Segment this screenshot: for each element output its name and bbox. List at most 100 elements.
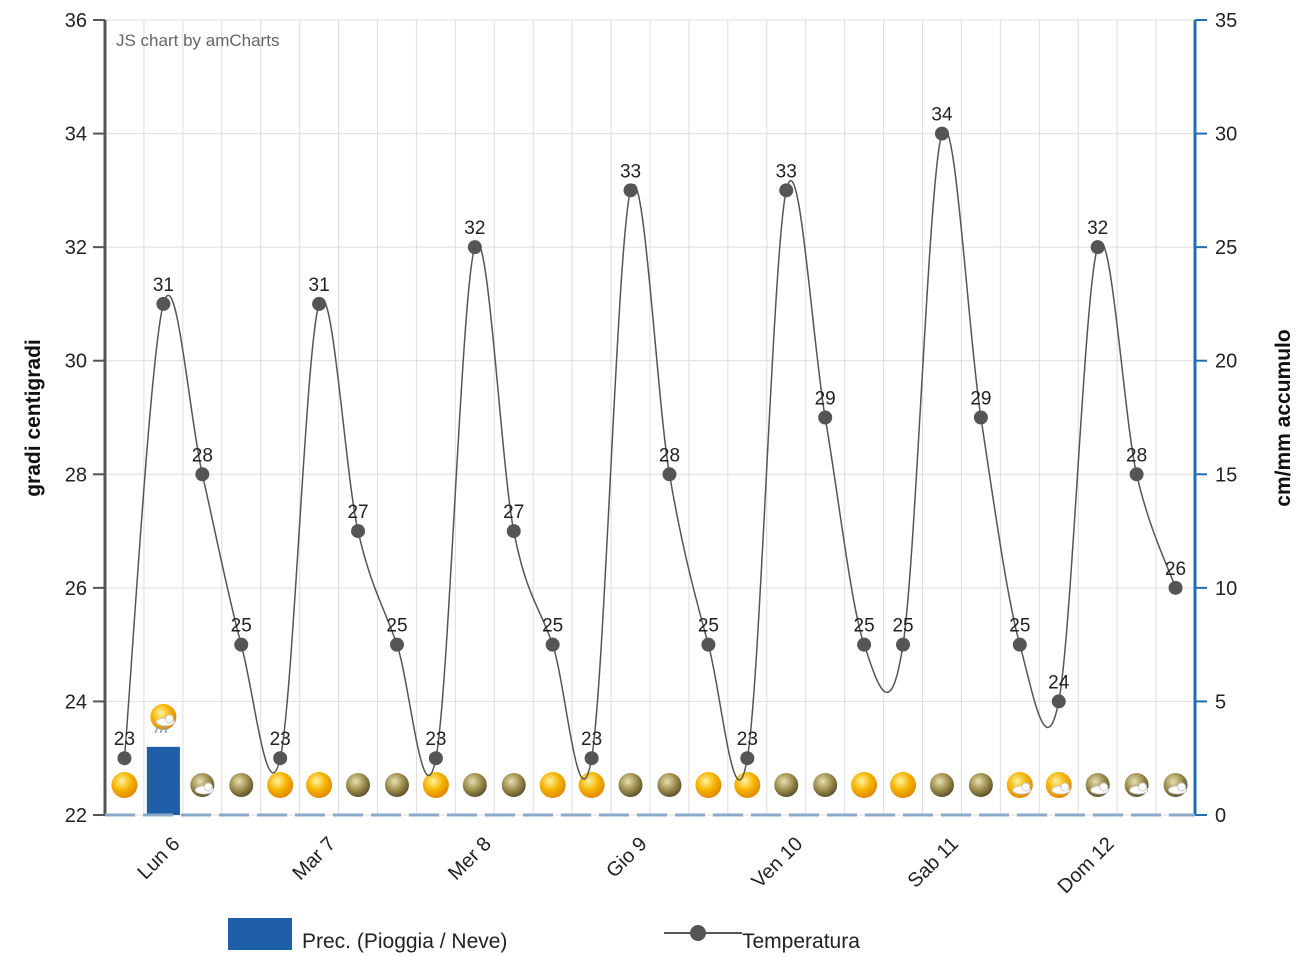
right-axis-tick-label: 15 [1215,464,1237,486]
temperature-line-path [123,129,1177,781]
category-label: Ven 10 [748,833,808,893]
temperature-point-label: 23 [270,729,291,750]
temperature-point [818,410,833,425]
right-axis-tick-label: 10 [1215,578,1237,600]
temperature-line: 23 31 28 25 23 31 27 25 23 32 27 25 23 33 28 25 23 33 29 25… [114,105,1186,781]
legend-swatch-temperature-marker [690,925,706,941]
temperature-point [1129,467,1144,482]
temperature-point [234,637,249,652]
temperature-point [156,296,171,311]
temperature-point-label: 27 [503,502,524,523]
right-axis-tick-label: 0 [1215,805,1226,827]
rain-drop [154,726,159,734]
temperature-point-label: 25 [542,616,563,637]
right-axis-tick-label: 20 [1215,351,1237,373]
right-axis-tick-label: 25 [1215,237,1237,259]
temperature-point-label: 23 [425,729,446,750]
moon-icon [968,773,993,797]
cloud-icon [1012,782,1032,795]
precipitation-bars [146,746,180,815]
moon-icon [813,773,838,797]
temperature-point [467,240,482,255]
precipitation-bar [146,746,180,815]
temperature-point-label: 24 [1048,672,1070,693]
temperature-point-label: 31 [153,275,174,296]
sun-icon [734,772,761,798]
moon-icon [384,773,409,797]
category-label: Lun 6 [133,833,184,884]
sun-icon [306,772,333,798]
right-axis-tick-label: 30 [1215,124,1237,146]
left-axis-title: gradi centigradi [22,339,45,497]
temperature-point-label: 27 [347,502,368,523]
temperature-point-label: 25 [231,616,252,637]
temperature-point [896,637,911,652]
temperature-point-label: 25 [1009,616,1030,637]
temperature-point [351,524,366,539]
temperature-point-label: 25 [698,616,719,637]
category-label: Gio 9 [602,833,651,882]
temperature-point-label: 34 [931,105,953,126]
temperature-point [195,467,210,482]
temperature-point-label: 26 [1165,559,1186,580]
temperature-point-label: 23 [737,729,758,750]
cloud-icon [1051,782,1071,795]
right-axis-title: cm/mm accumulo [1272,329,1295,506]
left-axis-tick-label: 34 [65,124,87,146]
rain-drop [164,726,169,734]
category-label: Mar 7 [288,833,340,885]
axes [93,19,1207,817]
right-axis-tick-label: 35 [1215,10,1237,32]
cloud-icon [155,714,175,727]
cloud-icon [1090,782,1110,795]
moon-icon [929,773,954,797]
category-label: Dom 12 [1054,833,1119,898]
legend: Prec. (Pioggia / Neve) Temperatura [228,918,860,953]
temperature-point [1051,694,1066,709]
cloud-icon [194,782,214,795]
temperature-point [273,751,288,766]
sun-icon [267,772,294,798]
temperature-point-label: 33 [776,161,797,182]
sun-icon [851,772,878,798]
temperature-point-label: 25 [386,616,407,637]
moon-icon [774,773,799,797]
temperature-point-label: 33 [620,161,641,182]
temperature-point [1012,637,1027,652]
temperature-point-label: 32 [1087,218,1108,239]
temperature-point [701,637,716,652]
temperature-point [973,410,988,425]
left-axis-tick-label: 28 [65,464,87,486]
weather-icons [111,703,1188,798]
temperature-point-label: 28 [1126,445,1147,466]
temperature-point [312,296,327,311]
sun-icon [422,772,449,798]
temperature-point [740,751,755,766]
right-axis-tick-label: 5 [1215,691,1226,713]
sun-icon [890,772,917,798]
left-axis-tick-label: 26 [65,578,87,600]
left-axis-tick-label: 24 [65,691,87,713]
temperature-point [117,751,132,766]
temperature-point [1168,580,1183,595]
axis-labels: 22 24 26 28 30 32 34 36 0 5 10 15 20 25 30 35 Lun 6 Mar 7… [65,10,1238,898]
temperature-point-label: 29 [970,389,991,410]
temperature-point [934,126,949,141]
moon-icon [346,773,371,797]
cloud-icon [1168,782,1188,795]
temperature-point [389,637,404,652]
sun-icon [111,772,138,798]
temperature-point-label: 28 [659,445,680,466]
temperature-point-label: 23 [114,729,135,750]
legend-label-precipitation: Prec. (Pioggia / Neve) [302,930,507,953]
legend-label-temperature: Temperatura [742,930,860,953]
temperature-point-label: 28 [192,445,213,466]
grid [105,19,1195,816]
moon-icon [501,773,526,797]
sun-icon [695,772,722,798]
moon-icon [229,773,254,797]
sun-icon [539,772,566,798]
temperature-point [662,467,677,482]
temperature-point-label: 32 [464,218,485,239]
